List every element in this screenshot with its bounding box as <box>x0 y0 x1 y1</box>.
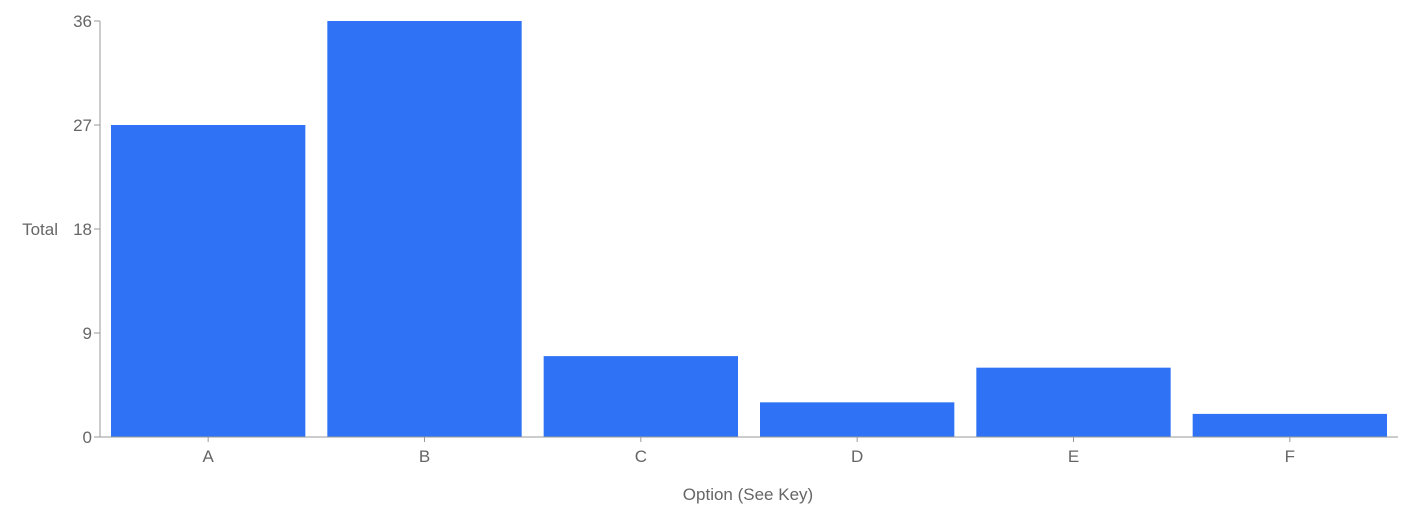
bar-f <box>1192 413 1387 437</box>
y-tick-label: 9 <box>83 324 92 343</box>
bar-a <box>111 125 306 437</box>
y-axis-ticks: 0 9 18 27 36 <box>73 12 100 447</box>
x-tick-label-a: A <box>202 447 214 466</box>
x-axis-ticks: A B C D E F <box>202 437 1295 466</box>
x-tick-label-e: E <box>1068 447 1079 466</box>
y-tick-label: 27 <box>73 116 92 135</box>
x-axis-label: Option (See Key) <box>683 485 813 504</box>
y-tick-label: 36 <box>73 12 92 31</box>
bar-d <box>760 402 955 437</box>
x-tick-label-b: B <box>419 447 430 466</box>
x-tick-label-c: C <box>635 447 647 466</box>
y-tick-label: 18 <box>73 220 92 239</box>
x-tick-label-d: D <box>851 447 863 466</box>
bar-e <box>976 367 1171 437</box>
bar-b <box>327 21 522 437</box>
bar-series <box>111 21 1387 437</box>
x-tick-label-f: F <box>1285 447 1295 466</box>
y-axis-label: Total <box>22 220 58 239</box>
y-tick-label: 0 <box>83 428 92 447</box>
bar-c <box>543 356 738 437</box>
